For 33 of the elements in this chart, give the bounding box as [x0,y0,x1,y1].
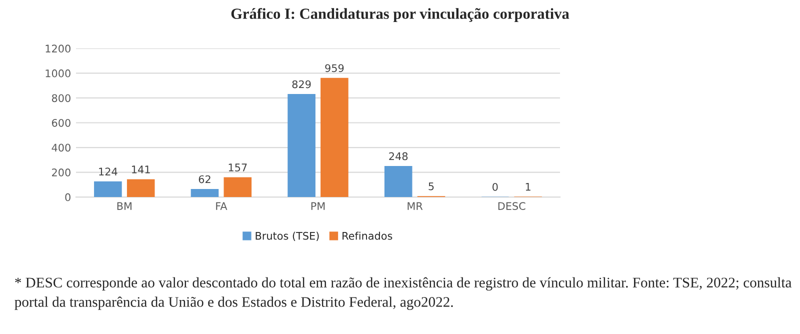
x-tick-label: BM [117,202,132,210]
data-label: 1 [526,183,530,191]
bar [224,177,252,198]
x-tick-label: FA [216,202,228,210]
bar [288,94,316,198]
legend-label: Refinados [342,232,392,240]
data-label: 248 [389,152,408,160]
y-tick-label: 1000 [46,69,70,78]
bar [94,181,122,198]
chart-title: Gráfico I: Candidaturas por vinculação corporativa [231,8,570,22]
bar [126,179,155,198]
x-tick-label: MR [408,202,423,210]
bar [384,166,412,198]
legend-label: Brutos (TSE) [256,232,319,241]
y-tick-label: 1200 [46,44,70,53]
data-label: 141 [132,166,150,174]
y-tick-label: 800 [52,94,70,102]
y-tick-label: 400 [52,144,70,152]
y-tick-label: 200 [52,168,70,176]
data-label: 62 [198,175,210,184]
data-label: 829 [292,80,311,88]
data-label: 157 [228,164,247,172]
x-tick-label: PM [311,202,325,210]
y-tick-label: 0 [65,193,70,202]
data-label: 124 [99,168,118,176]
data-label: 959 [325,64,344,72]
y-tick-label: 600 [52,118,70,127]
text: * DESC corresponde ao valor descontado do total em razão de inexistência de registro de vínculo militar. Fonte: TSE, 2022; consulta portal da transparência da União e dos Estados e Distrito Federal, ago2022. [14,277,792,310]
data-label: 0 [492,182,498,191]
bar [320,78,348,198]
bar [190,189,219,198]
x-tick-label: DESC [498,202,526,210]
data-label: 5 [428,182,434,190]
